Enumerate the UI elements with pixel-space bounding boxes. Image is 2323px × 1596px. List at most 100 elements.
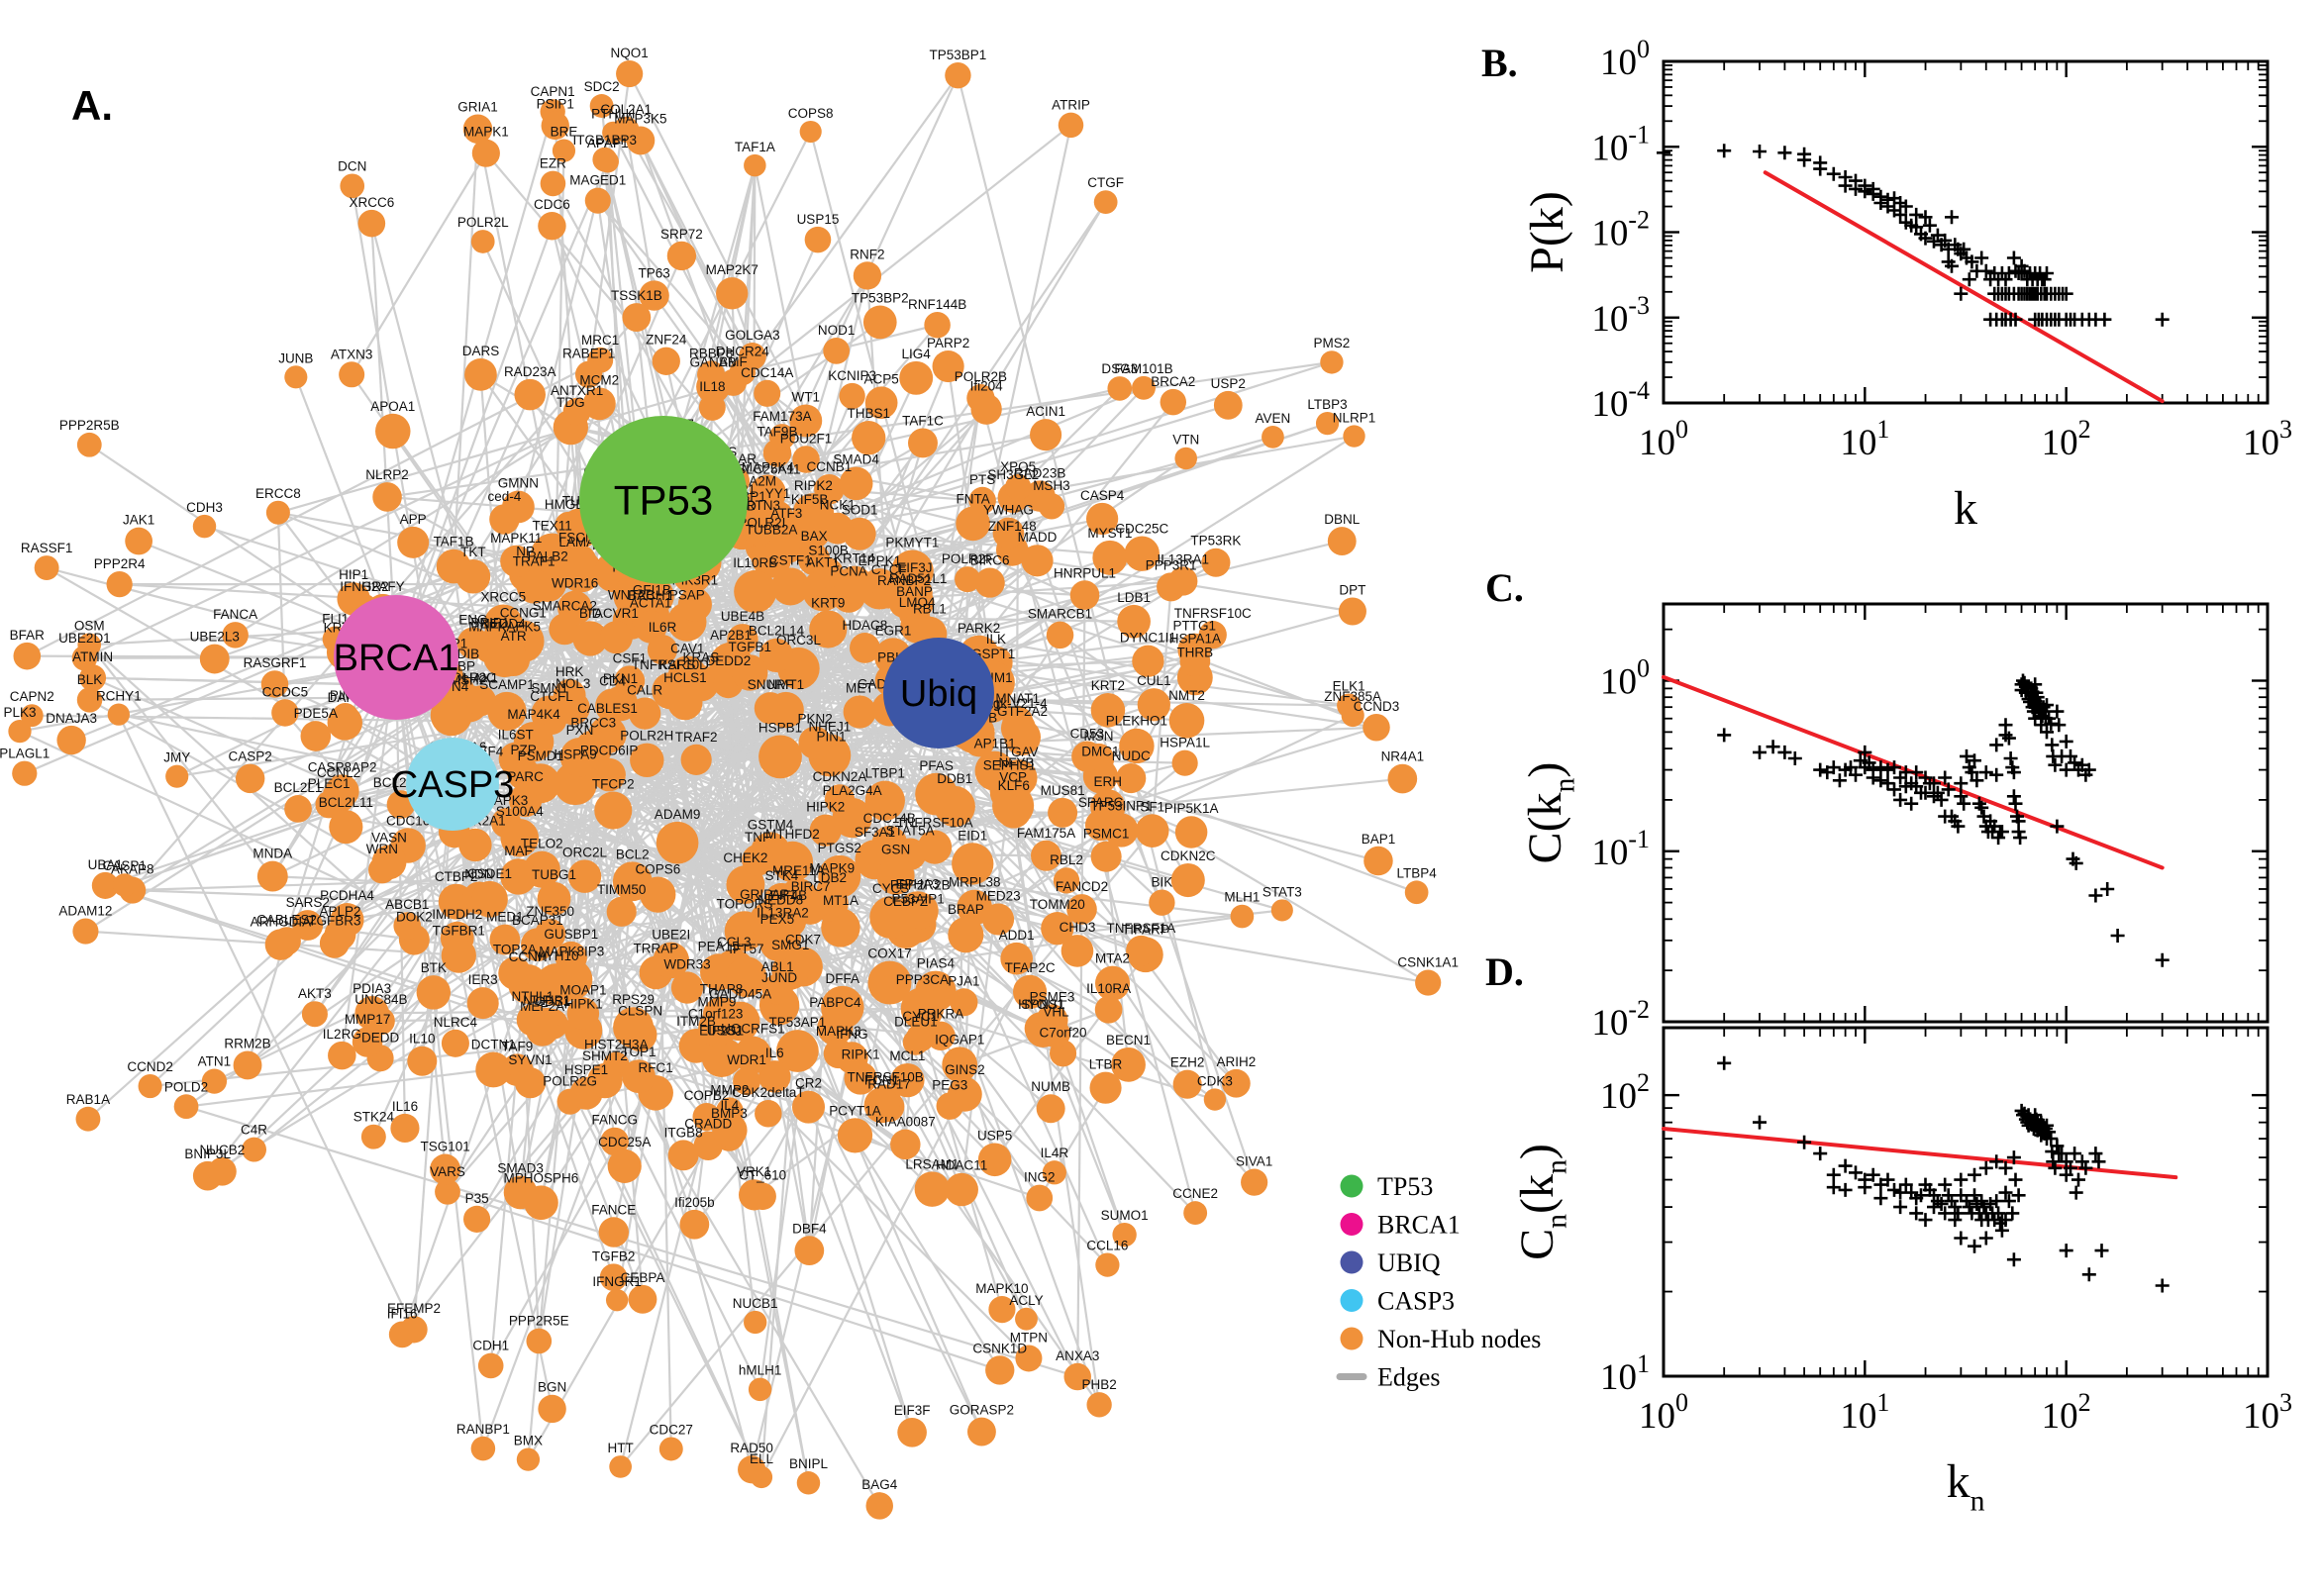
network-node-label: TIMM50 bbox=[597, 882, 647, 897]
network-edge bbox=[653, 294, 940, 694]
network-node-label: PPP2R5B bbox=[59, 418, 120, 433]
network-node-label: RNF144B bbox=[908, 297, 966, 312]
network-node bbox=[836, 1042, 868, 1074]
network-node-label: ITGAV bbox=[999, 745, 1039, 759]
tick-label: 100 bbox=[1600, 35, 1650, 83]
network-node bbox=[977, 1143, 1012, 1177]
network-node bbox=[1069, 580, 1100, 610]
network-node-label: BCAP31 bbox=[512, 913, 563, 928]
network-edge bbox=[691, 850, 731, 1137]
network-node-label: COPB2 bbox=[684, 1088, 730, 1103]
network-node-label: UBE2L3 bbox=[190, 630, 240, 645]
network-node bbox=[301, 1001, 328, 1028]
network-node-label: CSDE1 bbox=[467, 866, 512, 881]
network-node bbox=[698, 393, 726, 421]
network-node bbox=[352, 1027, 383, 1057]
network-node bbox=[932, 349, 964, 383]
network-node-label: SIVA1 bbox=[1236, 1154, 1272, 1169]
network-node bbox=[945, 1172, 978, 1207]
network-node-label: PJA1 bbox=[948, 973, 979, 988]
network-edge bbox=[88, 644, 274, 877]
network-node bbox=[1090, 841, 1122, 872]
network-node bbox=[1053, 867, 1080, 894]
network-node-label: FNTA bbox=[956, 492, 989, 507]
network-node-label: C4R bbox=[241, 1123, 267, 1138]
network-node bbox=[435, 1178, 460, 1205]
network-node-label: XRCC5 bbox=[480, 589, 526, 604]
network-node-label: CEBPA bbox=[621, 1270, 665, 1285]
network-node bbox=[865, 1492, 893, 1520]
x-axis-title: k bbox=[1954, 482, 1977, 535]
tick-label: 102 bbox=[2042, 415, 2091, 463]
panel-c-label: C. bbox=[1485, 565, 1524, 610]
network-node-label: THBS1 bbox=[847, 406, 890, 421]
network-node bbox=[430, 694, 472, 737]
network-node-label: RBBP8 bbox=[689, 346, 733, 360]
network-node-label: CDKN2C bbox=[1161, 848, 1216, 863]
network-node bbox=[1171, 749, 1198, 776]
network-node bbox=[957, 889, 993, 926]
network-node-label: BIK bbox=[1152, 875, 1173, 890]
network-node-label: CDC14A bbox=[741, 365, 793, 380]
network-node bbox=[1174, 816, 1208, 848]
network-node-label: BANP bbox=[896, 584, 933, 599]
network-node bbox=[701, 1038, 742, 1078]
network-node bbox=[79, 664, 107, 692]
hub-node-label: Ubiq bbox=[900, 673, 977, 715]
network-node bbox=[1060, 935, 1094, 967]
network-node bbox=[734, 1036, 772, 1074]
network-node bbox=[1071, 741, 1103, 772]
network-node bbox=[1415, 969, 1442, 996]
network-node bbox=[1094, 995, 1123, 1024]
network-node-label: IL2RG bbox=[323, 1027, 361, 1042]
network-node-label: BMP3 bbox=[711, 1106, 748, 1121]
tick-label: 10-4 bbox=[1591, 376, 1650, 425]
network-node-label: CCNB1 bbox=[806, 459, 852, 474]
network-node-label: TRRAP bbox=[634, 942, 679, 956]
network-node bbox=[471, 139, 500, 167]
network-node bbox=[264, 929, 297, 960]
y-axis-title: P(k) bbox=[1521, 191, 1573, 273]
hub-node-label: TP53 bbox=[614, 476, 713, 523]
network-node-label: ATMIN bbox=[72, 649, 113, 664]
network-node-label: RAB1A bbox=[66, 1092, 110, 1107]
network-node bbox=[832, 797, 872, 839]
network-node bbox=[390, 1113, 420, 1144]
network-node-label: GMNN bbox=[498, 476, 539, 491]
network-node-label: FAM101B bbox=[1114, 361, 1172, 376]
network-node bbox=[843, 695, 876, 729]
network-node-label: CDC16 bbox=[386, 813, 430, 828]
network-node-label: LDB1 bbox=[1117, 590, 1151, 605]
network-node-label: MAPK3 bbox=[816, 1024, 861, 1039]
network-node-label: TNFRSF10C bbox=[1174, 606, 1252, 621]
network-node-label: Ifi204 bbox=[970, 379, 1004, 394]
network-node bbox=[795, 893, 827, 925]
network-node bbox=[679, 1209, 710, 1240]
network-node bbox=[647, 635, 678, 665]
network-node bbox=[789, 404, 823, 438]
network-node-label: CTCFL bbox=[530, 689, 573, 704]
network-node-label: ATRIP bbox=[1052, 98, 1090, 113]
network-node-label: ARHGDIA bbox=[251, 914, 312, 929]
network-node bbox=[821, 512, 854, 545]
network-node-label: TAF1A bbox=[735, 140, 775, 154]
network-node-label: MTA2 bbox=[1095, 951, 1130, 966]
network-node-label: CSTF1 bbox=[769, 552, 812, 567]
network-node-label: CR2 bbox=[795, 1076, 822, 1091]
network-node-label: FCN1 bbox=[864, 1072, 899, 1087]
network-node bbox=[622, 303, 652, 332]
network-node-label: PFAS bbox=[919, 758, 954, 773]
network-node-label: EPPK1 bbox=[858, 553, 902, 568]
network-node bbox=[1135, 814, 1169, 848]
network-node-label: IL10 bbox=[409, 1032, 435, 1047]
network-node bbox=[955, 566, 981, 593]
network-node bbox=[1030, 419, 1062, 451]
network-node-label: EFEMP2 bbox=[387, 1301, 441, 1316]
network-node-label: MLH1 bbox=[1224, 890, 1260, 905]
network-node-label: APLP2 bbox=[319, 904, 360, 919]
network-node-label: SMARCB1 bbox=[1028, 607, 1092, 622]
network-node-label: VARS bbox=[430, 1164, 465, 1179]
network-node bbox=[1387, 763, 1418, 794]
network-node bbox=[1241, 1168, 1268, 1196]
network-node-label: TRAF2 bbox=[675, 730, 718, 745]
